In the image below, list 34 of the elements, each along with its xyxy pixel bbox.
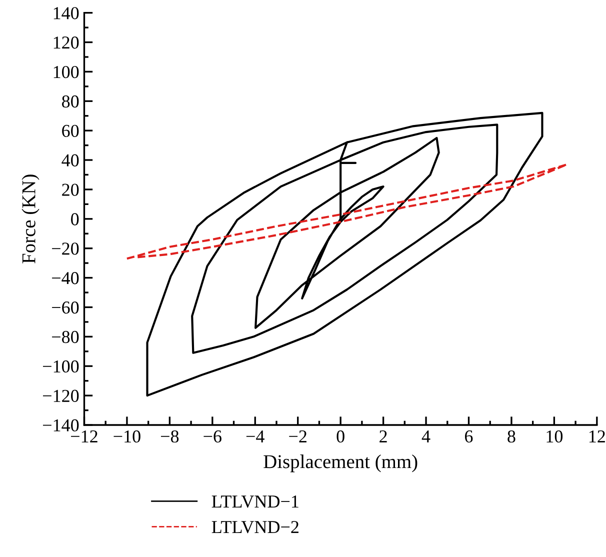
x-tick-label: −12: [71, 430, 98, 442]
y-tick-label: 80: [62, 95, 79, 108]
x-tick-label: −4: [246, 430, 264, 442]
y-tick-label: −100: [43, 360, 79, 373]
x-tick-label: 0: [336, 430, 344, 443]
x-tick-label: −8: [160, 430, 179, 443]
y-tick-label: 40: [62, 154, 79, 166]
x-axis-title: Displacement (mm): [264, 454, 418, 472]
y-tick-label: −120: [43, 390, 79, 402]
x-tick-label: 6: [465, 430, 473, 443]
y-tick-label: −20: [52, 242, 79, 255]
y-tick-label: 0: [71, 213, 79, 226]
x-tick-label: 4: [422, 430, 430, 442]
y-tick-label: 20: [62, 184, 79, 196]
y-tick-label: −60: [52, 301, 79, 314]
line-series: [146, 112, 544, 397]
y-tick-label: 140: [54, 7, 79, 20]
y-tick-label: 60: [62, 124, 79, 138]
x-tick-label: −6: [204, 430, 222, 443]
x-tick-label: 12: [589, 430, 605, 442]
x-tick-label: 8: [508, 430, 516, 443]
x-tick-label: −2: [289, 430, 306, 442]
x-tick-label: 2: [380, 430, 387, 442]
y-axis-title: Force (KN): [22, 174, 40, 264]
x-tick-label: −10: [114, 430, 140, 443]
legend-label: LTLVND−1: [212, 496, 298, 508]
x-tick-label: 10: [546, 430, 563, 443]
y-tick-label: −40: [52, 272, 79, 284]
legend-label: LTLVND−2: [212, 521, 298, 534]
y-tick-label: 100: [54, 66, 79, 78]
y-tick-label: −80: [52, 330, 79, 344]
line-series: [126, 163, 568, 260]
y-tick-label: −140: [43, 419, 79, 432]
y-tick-label: 120: [54, 36, 79, 49]
